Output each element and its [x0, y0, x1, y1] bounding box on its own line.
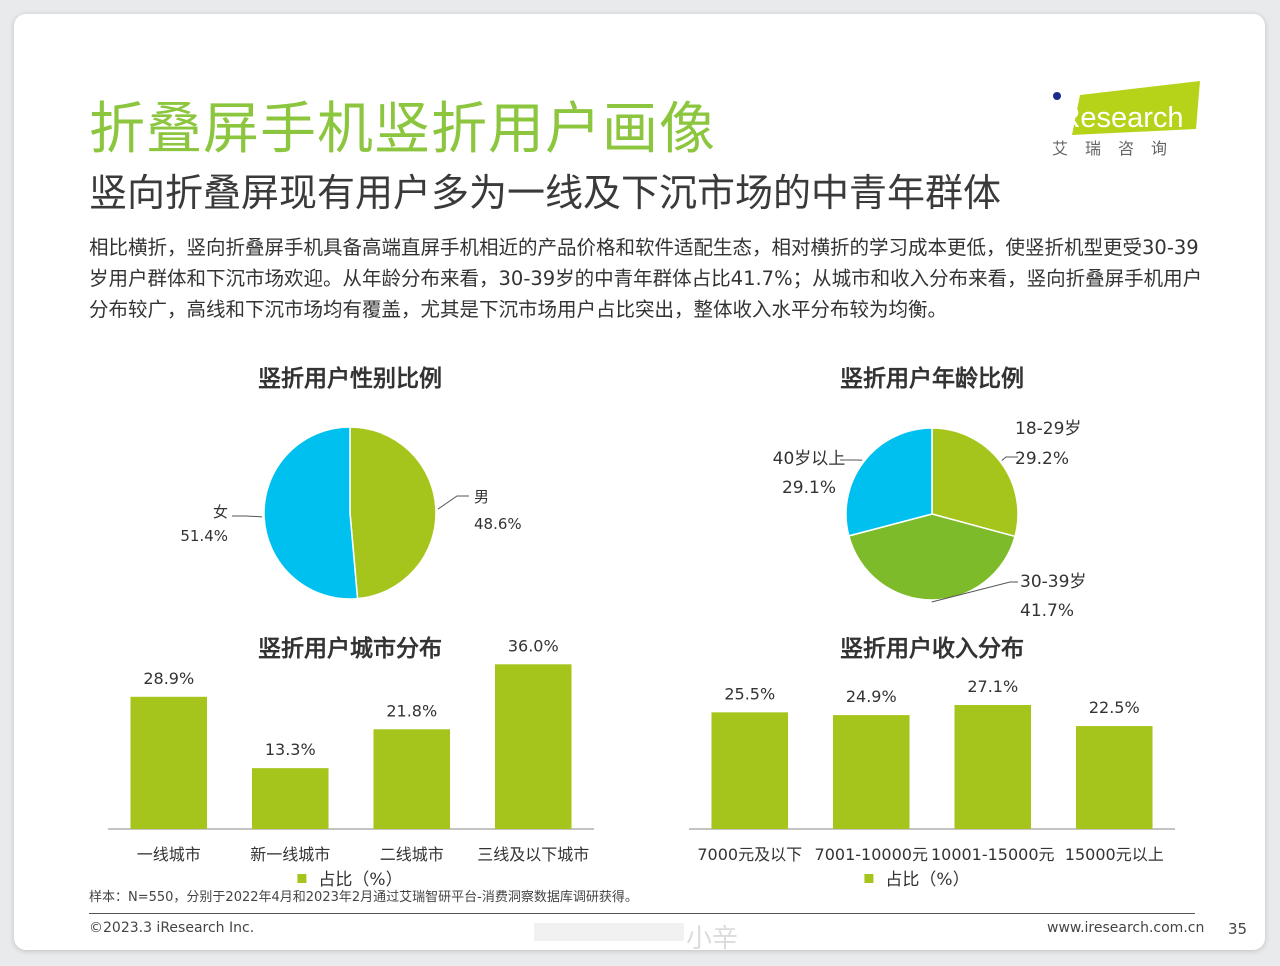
income-category-label: 7001-10000元 — [815, 845, 928, 864]
iresearch-logo: iResearch — [1053, 81, 1200, 135]
gender-leader-line — [437, 495, 469, 510]
income-legend-label: 占比（%） — [885, 870, 970, 890]
age-pie-slice — [845, 427, 933, 537]
city-bar-value-label: 13.3% — [265, 740, 316, 759]
city-legend: 占比（%） — [297, 865, 403, 890]
summary-paragraph: 相比横折，竖向折叠屏手机具备高端直屏手机相近的产品价格和软件适配生态，相对横折的… — [89, 236, 1203, 321]
income-category-label: 15000元以上 — [1065, 845, 1164, 864]
chart-title-age: 竖折用户年龄比例 — [840, 366, 1024, 392]
age-slice-value: 29.2% — [1015, 449, 1069, 469]
age-slice-label: 30-39岁 — [1020, 572, 1086, 592]
website-link[interactable]: www.iresearch.com.cn — [1047, 920, 1205, 936]
legend-swatch-icon — [297, 873, 307, 883]
age-slice-value: 41.7% — [1020, 601, 1074, 621]
watermark-bar — [534, 923, 684, 941]
age-slice-label: 40岁以上 — [773, 449, 846, 469]
age-leader-line — [931, 581, 1018, 603]
city-bar — [251, 768, 329, 829]
income-bar-value-label: 24.9% — [846, 687, 897, 706]
age-slice-label: 18-29岁 — [1015, 419, 1081, 439]
gender-pie-slice — [349, 426, 437, 600]
chart-title-income: 竖折用户收入分布 — [840, 636, 1024, 662]
income-bar-value-label: 25.5% — [724, 684, 775, 703]
city-bar — [494, 664, 572, 829]
slide: 折叠屏手机竖折用户画像 竖向折叠屏现有用户多为一线及下沉市场的中青年群体 相比横… — [14, 14, 1265, 950]
income-bar — [711, 712, 789, 829]
city-bar-value-label: 21.8% — [386, 701, 437, 720]
gender-pie-slice — [263, 426, 359, 600]
age-slice-value: 29.1% — [782, 478, 836, 498]
page-subtitle: 竖向折叠屏现有用户多为一线及下沉市场的中青年群体 — [89, 171, 1002, 215]
city-bar-value-label: 28.9% — [143, 669, 194, 688]
city-category-label: 三线及以下城市 — [477, 845, 589, 864]
page-title: 折叠屏手机竖折用户画像 — [89, 97, 716, 162]
city-category-label: 新一线城市 — [250, 845, 330, 864]
age-pie-slice — [847, 513, 1016, 601]
city-legend-label: 占比（%） — [318, 870, 403, 890]
gender-leader-line — [232, 515, 263, 518]
footer-divider — [89, 913, 1195, 914]
income-legend: 占比（%） — [864, 865, 970, 890]
city-category-label: 二线城市 — [380, 845, 444, 864]
city-category-label: 一线城市 — [137, 845, 201, 864]
chart-title-gender: 竖折用户性别比例 — [258, 366, 442, 392]
logo-dot-icon — [1053, 92, 1061, 100]
income-category-label: 7000元及以下 — [697, 845, 802, 864]
income-bar — [1075, 726, 1153, 829]
legend-swatch-icon — [864, 873, 874, 883]
income-category-label: 10001-15000元 — [931, 845, 1055, 864]
logo-cn-text: 艾瑞咨询 — [1052, 139, 1185, 158]
gender-slice-value: 48.6% — [474, 515, 522, 533]
city-bar — [130, 696, 208, 829]
income-bar-value-label: 27.1% — [967, 677, 1018, 696]
city-bar — [373, 729, 451, 829]
age-leader-line — [1001, 456, 1018, 461]
gender-slice-label: 男 — [474, 488, 489, 506]
charts-canvas: 男 48.6% 女 51.4% 18-29岁 29.2% 30-39岁 41.7% 40岁以上 2… — [108, 419, 1175, 864]
age-pie-slice — [931, 427, 1019, 538]
chart-title-city: 竖折用户城市分布 — [258, 636, 442, 662]
copyright-text: ©2023.3 iResearch Inc. — [89, 920, 255, 936]
logo-brand-text: iResearch — [1053, 102, 1184, 134]
gender-slice-label: 女 — [213, 503, 228, 521]
source-note: 样本：N=550，分别于2022年4月和2023年2月通过艾瑞智研平台-消费洞察… — [89, 890, 638, 905]
income-bar — [832, 715, 910, 829]
page-number: 35 — [1228, 920, 1248, 938]
income-bar — [954, 705, 1032, 829]
watermark-text: 小辛 — [686, 924, 739, 950]
gender-slice-value: 51.4% — [180, 527, 228, 545]
income-bar-value-label: 22.5% — [1089, 698, 1140, 717]
logo-banner-shape — [1072, 81, 1200, 135]
city-bar-value-label: 36.0% — [508, 636, 559, 655]
